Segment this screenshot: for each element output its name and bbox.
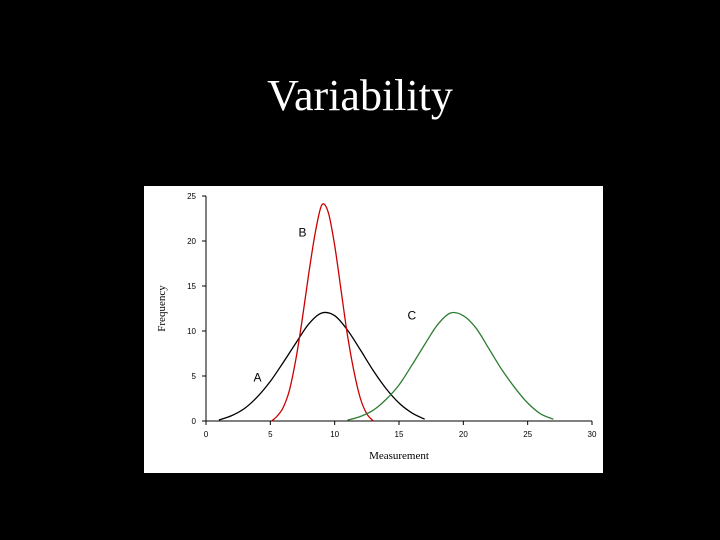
series-line-b — [271, 203, 374, 422]
x-axis-label: Measurement — [369, 450, 429, 462]
x-tick-label: 10 — [330, 430, 339, 439]
x-tick-label: 15 — [395, 430, 404, 439]
curve-label-b: B — [298, 226, 306, 240]
x-tick-label: 30 — [588, 430, 597, 439]
series-lines — [218, 203, 554, 422]
y-tick-label: 25 — [187, 192, 196, 201]
x-tick-label: 25 — [523, 430, 532, 439]
x-tick-label: 5 — [268, 430, 273, 439]
series-line-a — [218, 311, 426, 421]
y-tick-label: 20 — [187, 237, 196, 246]
curve-label-a: A — [253, 370, 261, 384]
slide-title: Variability — [267, 71, 453, 120]
curve-label-c: C — [408, 308, 417, 322]
y-tick-label: 5 — [192, 372, 197, 381]
x-tick-label: 0 — [204, 430, 209, 439]
curve-labels: A B C — [253, 226, 416, 385]
y-tick-label: 15 — [187, 282, 196, 291]
y-axis-label: Frequency — [156, 285, 168, 332]
x-tick-label: 20 — [459, 430, 468, 439]
y-tick-label: 10 — [187, 327, 196, 336]
chart-panel: 0 5 10 15 20 25 0 5 10 15 20 25 30 A B C Measurement F… — [144, 186, 603, 473]
axes: 0 5 10 15 20 25 0 5 10 15 20 25 30 — [187, 192, 597, 439]
y-tick-label: 0 — [192, 417, 197, 426]
series-line-c — [347, 311, 554, 421]
line-chart: 0 5 10 15 20 25 0 5 10 15 20 25 30 A B C Measurement F… — [156, 192, 597, 462]
